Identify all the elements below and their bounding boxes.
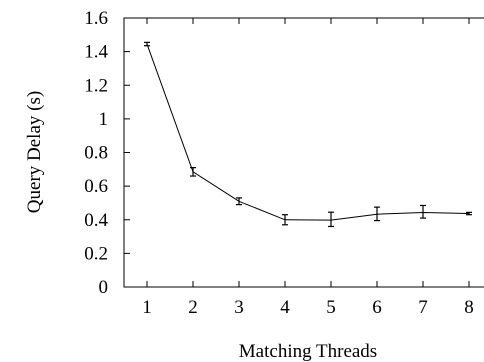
x-tick-label: 8 (464, 297, 474, 318)
y-axis-title: Query Delay (s) (24, 91, 45, 213)
y-tick-label: 0.2 (84, 243, 108, 264)
x-tick-label: 4 (280, 297, 290, 318)
plot-frame (123, 17, 484, 288)
error-bar (190, 167, 196, 177)
error-bar (374, 206, 380, 222)
y-tick-label: 1.6 (84, 8, 108, 29)
error-bar (466, 211, 472, 216)
y-tick-label: 0.6 (84, 176, 108, 197)
y-tick-label: 1 (99, 109, 109, 130)
y-tick-label: 0 (99, 277, 109, 298)
x-tick-label: 7 (418, 297, 428, 318)
axes: 0 0.2 0.4 0.6 0.8 1 1.2 1.4 1.6 1 2 3 4 5 6 7 8 (84, 8, 484, 318)
x-axis-title: Matching Threads (239, 341, 377, 362)
x-tick-label: 3 (234, 297, 244, 318)
x-tick-label: 6 (372, 297, 382, 318)
error-bar (144, 41, 150, 47)
y-tick-label: 0.8 (84, 143, 108, 164)
error-bar (420, 204, 426, 219)
x-tick-label: 1 (142, 297, 152, 318)
series-line (146, 43, 470, 221)
y-tick-label: 1.2 (84, 75, 108, 96)
error-bar (236, 197, 242, 206)
series (144, 41, 472, 228)
y-tick-label: 0.4 (84, 210, 108, 231)
y-tick-label: 1.4 (84, 42, 108, 63)
error-bar (282, 214, 288, 226)
error-bar (328, 211, 334, 228)
x-tick-label: 2 (188, 297, 198, 318)
x-tick-label: 5 (326, 297, 336, 318)
